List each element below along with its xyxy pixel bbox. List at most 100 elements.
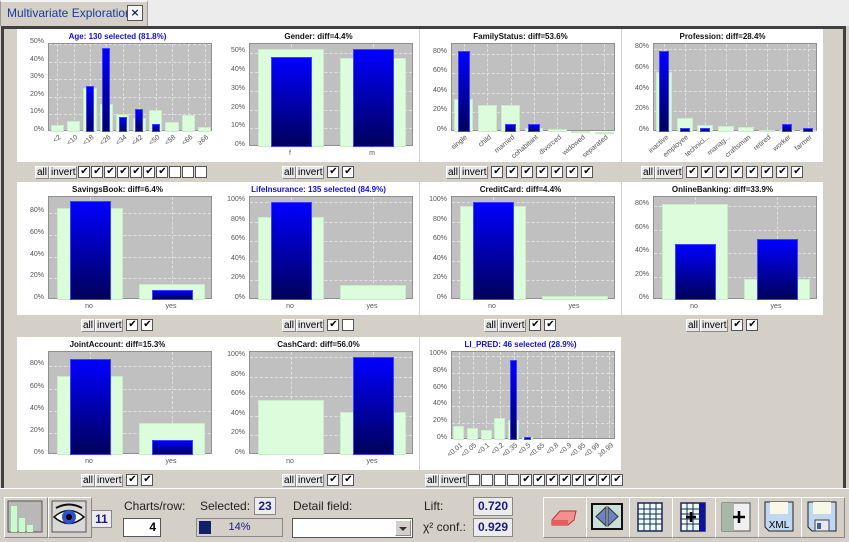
clear-selection-button[interactable] [543, 497, 587, 538]
plot-area[interactable] [48, 351, 212, 455]
bar-selected[interactable] [700, 127, 711, 132]
bar-total[interactable] [548, 129, 567, 132]
category-checkbox[interactable]: ✔ [791, 166, 804, 178]
charts-per-row-input[interactable]: 4 [123, 518, 161, 537]
category-checkbox[interactable]: ✔ [572, 474, 585, 486]
invert-selection-button[interactable]: invert [296, 165, 325, 179]
invert-selection-button[interactable]: invert [95, 473, 124, 487]
bar-total[interactable] [453, 425, 465, 440]
plot-area[interactable] [653, 196, 817, 300]
bar-selected[interactable] [674, 243, 716, 300]
category-checkbox[interactable]: ✔ [776, 166, 789, 178]
bar-selected[interactable] [118, 117, 127, 132]
add-column-button[interactable] [672, 497, 716, 538]
bar-selected[interactable] [151, 124, 160, 132]
dropdown-button[interactable] [395, 520, 411, 536]
category-checkbox[interactable]: ✔ [746, 166, 759, 178]
category-checkbox[interactable] [468, 474, 481, 486]
bar-selected[interactable] [472, 201, 514, 300]
category-checkbox[interactable]: ✔ [701, 166, 714, 178]
category-checkbox[interactable]: ✔ [130, 166, 143, 178]
invert-selection-button[interactable]: invert [498, 318, 527, 332]
bar-selected[interactable] [457, 50, 470, 132]
invert-selection-button[interactable]: invert [439, 473, 468, 487]
chart-view-button[interactable] [4, 497, 48, 538]
bar-total[interactable] [467, 428, 478, 440]
category-checkbox[interactable] [195, 166, 208, 178]
bar-selected[interactable] [151, 290, 193, 300]
chart-panel[interactable]: Profession: diff=28.4% 0% 20% 40% 60% 80% inac… [622, 29, 823, 162]
split-view-button[interactable] [586, 497, 630, 538]
category-checkbox[interactable]: ✔ [117, 166, 130, 178]
bar-selected[interactable] [85, 86, 95, 132]
bar-total[interactable] [67, 121, 81, 132]
category-checkbox[interactable]: ✔ [491, 166, 504, 178]
invert-selection-button[interactable]: invert [49, 165, 78, 179]
select-all-button[interactable]: all [81, 318, 96, 332]
chart-panel[interactable]: LifeInsurance: 135 selected (84.9%) 0% 20%… [218, 182, 419, 315]
category-checkbox[interactable] [507, 474, 520, 486]
bar-selected[interactable] [69, 359, 111, 455]
chart-panel[interactable]: JointAccount: diff=15.3% 0% 20% 40% 60% 80% no… [17, 337, 218, 470]
plot-area[interactable] [653, 43, 817, 133]
chart-panel[interactable]: FamilyStatus: diff=53.6% 0% 20% 40% 60% 80% si… [420, 29, 621, 162]
select-all-button[interactable]: all [35, 165, 50, 179]
category-checkbox[interactable]: ✔ [529, 319, 542, 331]
bar-total[interactable] [494, 417, 506, 440]
category-checkbox[interactable]: ✔ [686, 166, 699, 178]
select-all-button[interactable]: all [282, 165, 297, 179]
bar-selected[interactable] [504, 124, 517, 132]
bar-total[interactable] [571, 130, 591, 133]
category-checkbox[interactable]: ✔ [746, 319, 759, 331]
category-checkbox[interactable]: ✔ [581, 166, 594, 178]
bar-selected[interactable] [69, 201, 111, 300]
category-checkbox[interactable]: ✔ [342, 474, 355, 486]
plot-area[interactable] [48, 196, 212, 300]
bar-selected[interactable] [802, 127, 813, 132]
table-view-button[interactable] [629, 497, 673, 538]
category-checkbox[interactable]: ✔ [327, 319, 340, 331]
category-checkbox[interactable]: ✔ [546, 474, 559, 486]
bar-selected[interactable] [528, 124, 540, 132]
bar-total[interactable] [758, 129, 775, 132]
plot-area[interactable] [249, 351, 413, 455]
category-checkbox[interactable]: ✔ [716, 166, 729, 178]
select-all-button[interactable]: all [641, 165, 656, 179]
bar-selected[interactable] [523, 436, 531, 440]
category-checkbox[interactable]: ✔ [126, 319, 139, 331]
bar-selected[interactable] [352, 356, 394, 455]
bar-selected[interactable] [352, 48, 394, 147]
category-checkbox[interactable]: ✔ [761, 166, 774, 178]
category-checkbox[interactable]: ✔ [559, 474, 572, 486]
category-checkbox[interactable]: ✔ [143, 166, 156, 178]
category-checkbox[interactable]: ✔ [327, 166, 340, 178]
plot-area[interactable] [249, 196, 413, 300]
category-checkbox[interactable]: ✔ [551, 166, 564, 178]
category-checkbox[interactable]: ✔ [533, 474, 546, 486]
plot-area[interactable] [451, 196, 615, 300]
category-checkbox[interactable]: ✔ [598, 474, 611, 486]
chart-panel[interactable]: LI_PRED: 46 selected (28.9%) 0% 20% 40% 60% 8… [420, 337, 621, 470]
category-checkbox[interactable] [481, 474, 494, 486]
category-checkbox[interactable]: ✔ [506, 166, 519, 178]
select-all-button[interactable]: all [484, 318, 499, 332]
plot-area[interactable] [451, 43, 615, 134]
category-checkbox[interactable]: ✔ [91, 166, 104, 178]
add-window-button[interactable] [715, 497, 759, 538]
bar-total[interactable] [594, 131, 614, 134]
category-checkbox[interactable]: ✔ [585, 474, 598, 486]
close-icon[interactable]: × [127, 5, 143, 21]
invert-selection-button[interactable]: invert [700, 318, 729, 332]
select-all-button[interactable]: all [686, 318, 701, 332]
bar-total[interactable] [340, 285, 406, 300]
category-checkbox[interactable] [182, 166, 195, 178]
invert-selection-button[interactable]: invert [460, 165, 489, 179]
select-all-button[interactable]: all [282, 473, 297, 487]
invert-selection-button[interactable]: invert [95, 318, 124, 332]
category-checkbox[interactable]: ✔ [126, 474, 139, 486]
plot-area[interactable] [249, 43, 413, 147]
category-checkbox[interactable]: ✔ [156, 166, 169, 178]
select-all-button[interactable]: all [282, 318, 297, 332]
select-all-button[interactable]: all [446, 165, 461, 179]
export-xml-button[interactable]: XML [758, 497, 802, 538]
